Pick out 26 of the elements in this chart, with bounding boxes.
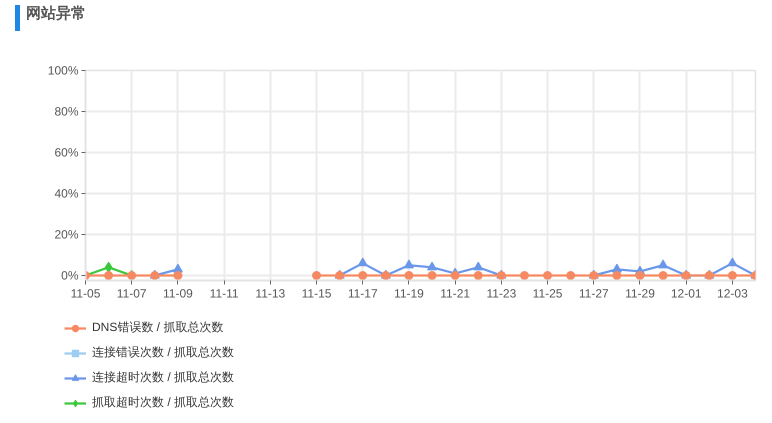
x-tick-label: 11-21 [440, 286, 470, 300]
x-tick-label: 11-13 [255, 286, 286, 300]
x-tick-label: 11-29 [625, 286, 656, 300]
y-tick-label: 80% [54, 104, 79, 118]
legend-label: DNS错误数 / 抓取总次数 [92, 319, 224, 336]
y-tick-label: 20% [54, 228, 79, 242]
x-tick-label: 11-25 [532, 286, 563, 300]
y-tick-label: 60% [54, 146, 79, 160]
x-tick-label: 12-03 [717, 286, 748, 300]
x-tick-label: 11-15 [302, 286, 332, 300]
x-tick-label: 11-23 [486, 286, 517, 300]
y-tick-label: 40% [54, 186, 79, 200]
x-tick-label: 11-07 [116, 286, 147, 300]
y-tick-label: 0% [61, 268, 79, 282]
x-tick-label: 11-05 [70, 286, 101, 300]
chart-title: 网站异常 [26, 5, 86, 23]
legend-label: 连接超时次数 / 抓取总次数 [92, 369, 234, 386]
x-tick-label: 11-27 [578, 286, 609, 300]
x-tick-label: 11-11 [210, 286, 239, 300]
y-tick-label: 100% [48, 64, 79, 78]
x-tick-label: 11-19 [394, 286, 424, 300]
legend-label: 连接错误次数 / 抓取总次数 [92, 344, 234, 361]
legend-label: 抓取超时次数 / 抓取总次数 [92, 394, 234, 411]
x-tick-label: 12-01 [670, 286, 702, 300]
x-tick-label: 11-09 [163, 286, 194, 300]
x-tick-label: 11-17 [348, 286, 378, 300]
